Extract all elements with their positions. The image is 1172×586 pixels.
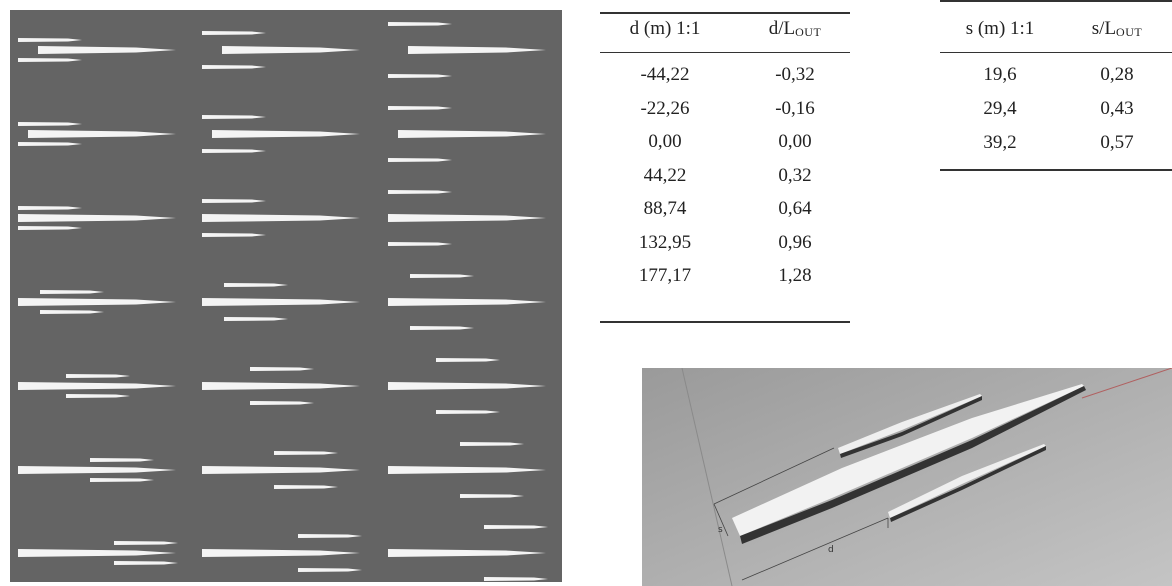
table-cell: 132,95 [600,232,730,254]
render-background [642,368,1172,586]
table-cell: 0,28 [1062,64,1172,86]
table-cell: 88,74 [600,198,730,220]
bottom-rule [600,321,850,323]
mid-rule [940,52,1172,53]
hull-render: s d [642,368,1172,586]
header-text: d/L [769,18,795,39]
table-cell: 0,00 [600,131,730,153]
table-cell: -0,32 [740,64,850,86]
table-cell: 0,64 [740,198,850,220]
table-cell: 29,4 [940,98,1060,120]
header-cell: s (m) 1:1 [940,18,1060,40]
table-cell: -0,16 [740,98,850,120]
header-cell: d (m) 1:1 [600,18,730,40]
table-cell: -44,22 [600,64,730,86]
table-cell: 44,22 [600,165,730,187]
header-text: s/L [1092,18,1116,39]
table-cell: 0,96 [740,232,850,254]
header-cell: s/LOUT [1062,18,1172,40]
dimension-label: d [828,545,834,555]
table-cell: 0,57 [1062,132,1172,154]
table-cell: 39,2 [940,132,1060,154]
table-cell: 1,28 [740,265,850,287]
top-rule [600,12,850,14]
page: d (m) 1:1 d/LOUT -44,22-0,32-22,26-0,160… [0,0,1172,586]
header-subscript: OUT [795,25,821,39]
table-cell: 0,00 [740,131,850,153]
mid-rule [600,52,850,53]
table-cell: 19,6 [940,64,1060,86]
header-cell: d/LOUT [740,18,850,40]
stagger-table: d (m) 1:1 d/LOUT -44,22 -0,32 -22,26 -0,16 0… [600,0,850,330]
table-cell: -22,26 [600,98,730,120]
top-rule [940,0,1172,2]
bottom-rule [940,169,1172,171]
configuration-grid [10,10,562,582]
header-subscript: OUT [1116,25,1142,39]
table-cell: 0,43 [1062,98,1172,120]
table-cell: 0,32 [740,165,850,187]
table-cell: 177,17 [600,265,730,287]
dimension-label: s [718,525,723,535]
